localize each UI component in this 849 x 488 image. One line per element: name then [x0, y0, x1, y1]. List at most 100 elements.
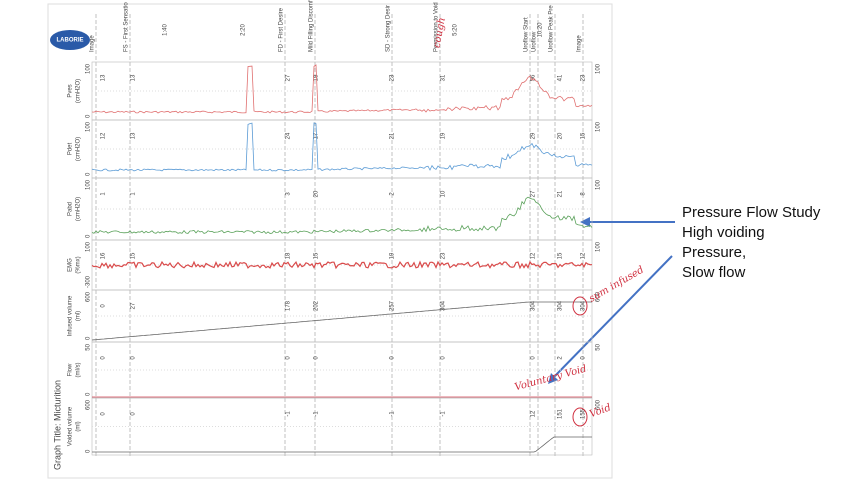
handwritten-circle — [572, 296, 588, 316]
reading: 10 — [441, 190, 447, 197]
reading: 31 — [441, 74, 447, 81]
scale-bottom: 0 — [86, 114, 92, 118]
reading: 155 — [581, 408, 587, 419]
reading: -1 — [441, 411, 447, 417]
signal-trace — [91, 196, 593, 235]
channel-name: Pves — [68, 84, 74, 97]
annotation-line: High voiding — [682, 224, 765, 241]
reading: 2 — [558, 356, 564, 360]
event-label: Mild Filling Discomf — [309, 0, 315, 52]
reading: 20 — [314, 190, 320, 197]
reading: 1 — [101, 192, 107, 196]
reading: 304 — [558, 300, 564, 311]
scale-top-right: 100 — [596, 179, 602, 190]
event-label: FD - First Desire — [279, 7, 285, 52]
reading: 151 — [558, 408, 564, 419]
scale-top-right: 100 — [596, 121, 602, 132]
reading: 0 — [131, 356, 137, 360]
scale-top: 50 — [86, 343, 92, 350]
scale-top: 100 — [86, 121, 92, 132]
event-label: Image — [90, 35, 96, 52]
event-label: Uroflow Peak Pre — [549, 5, 555, 52]
reading: 0 — [131, 412, 137, 416]
reading: 13 — [131, 74, 137, 81]
reading: 23 — [581, 74, 587, 81]
reading: 0 — [314, 356, 320, 360]
time-label: 10:20 — [538, 22, 544, 38]
reading: 12 — [581, 252, 587, 259]
event-label: FS - First Sensatio — [124, 2, 130, 52]
time-label: 5:20 — [453, 24, 459, 36]
scale-top-right: 100 — [596, 63, 602, 74]
scale-top: 600 — [86, 399, 92, 410]
channel-unit: (cmH2O) — [76, 137, 82, 161]
reading: 0 — [101, 356, 107, 360]
channel-name: Pabd — [68, 202, 74, 216]
logo: LABORIE — [50, 30, 90, 50]
reading: 0 — [286, 356, 292, 360]
channel-name: Flow — [68, 363, 74, 376]
scale-bottom: 0 — [86, 234, 92, 238]
channel-unit: (ml) — [76, 311, 82, 321]
reading: -1 — [390, 411, 396, 417]
reading: 21 — [558, 190, 564, 197]
scale-top-right: 600 — [596, 291, 602, 302]
scale-top-right: 100 — [596, 241, 602, 252]
reading: 15 — [314, 252, 320, 259]
reading: 0 — [101, 304, 107, 308]
reading: 13 — [131, 132, 137, 139]
reading: 15 — [131, 252, 137, 259]
time-label: 1:40 — [163, 24, 169, 36]
signal-trace — [91, 260, 593, 270]
reading: 12 — [101, 132, 107, 139]
reading: 15 — [558, 252, 564, 259]
channel-unit: (ml) — [76, 421, 82, 431]
scale-top: 100 — [86, 179, 92, 190]
channel-unit: (ml/s) — [76, 363, 82, 378]
logo-text: LABORIE — [57, 38, 84, 44]
event-label: Permission to Void — [434, 2, 440, 52]
signal-trace — [91, 64, 593, 114]
time-label: 2:20 — [241, 24, 247, 36]
handwritten-circle — [572, 407, 588, 427]
annotation — [548, 217, 675, 384]
event-label: Uroflow Start — [524, 17, 530, 52]
signal-trace — [91, 122, 593, 172]
reading: 23 — [441, 252, 447, 259]
reading: 0 — [390, 356, 396, 360]
reading: 29 — [531, 132, 537, 139]
reading: 8 — [581, 192, 587, 196]
channel-unit: (%mx) — [76, 256, 82, 273]
reading: 16 — [101, 252, 107, 259]
reading: 20 — [558, 132, 564, 139]
channel-name: EMG — [68, 258, 74, 272]
reading: 21 — [390, 132, 396, 139]
reading: 257 — [390, 300, 396, 311]
reading: 23 — [390, 74, 396, 81]
reading: 13 — [101, 74, 107, 81]
scale-top-right: 600 — [596, 399, 602, 410]
channel-unit: (cmH2O) — [76, 79, 82, 103]
reading: 12 — [531, 410, 537, 417]
handwritten-note: cough — [432, 17, 448, 49]
reading: 15 — [581, 132, 587, 139]
reading: 27 — [286, 74, 292, 81]
reading: 0 — [531, 356, 537, 360]
reading: 0 — [581, 356, 587, 360]
reading: 0 — [441, 356, 447, 360]
graph-title: Graph Title: Micturition — [52, 380, 62, 470]
reading: 304 — [531, 300, 537, 311]
scale-bottom: 0 — [86, 172, 92, 176]
reading: 27 — [131, 302, 137, 309]
reading: 178 — [286, 300, 292, 311]
annotation-line: Pressure Flow Study — [682, 204, 821, 221]
channel-name: Voided volume — [68, 406, 74, 446]
reading: 19 — [441, 132, 447, 139]
scale-bottom: 0 — [86, 449, 92, 453]
scale-top: 100 — [86, 241, 92, 252]
reading: 27 — [531, 190, 537, 197]
reading: 0 — [101, 412, 107, 416]
signal-trace — [91, 301, 592, 341]
reading: -1 — [314, 411, 320, 417]
